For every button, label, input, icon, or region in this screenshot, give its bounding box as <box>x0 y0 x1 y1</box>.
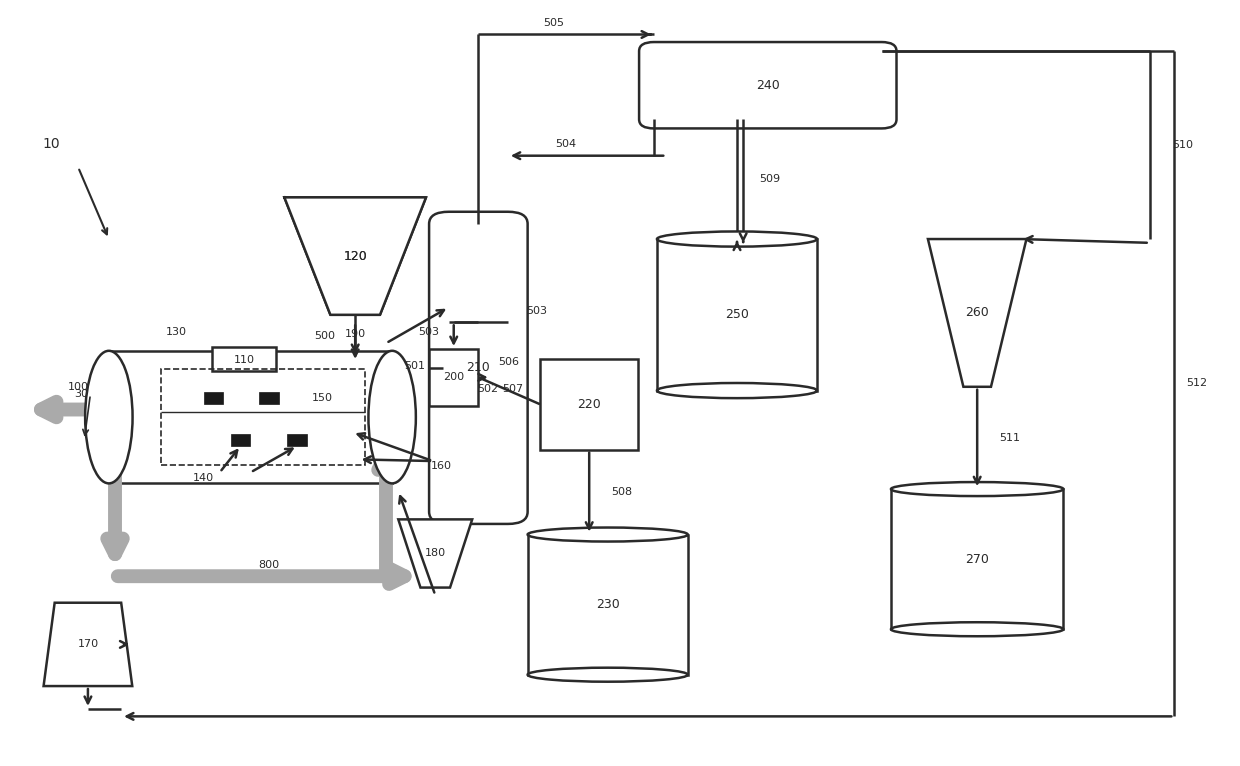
Ellipse shape <box>657 383 817 398</box>
Text: 200: 200 <box>443 372 464 382</box>
Text: 512: 512 <box>1187 378 1208 388</box>
Ellipse shape <box>892 622 1064 637</box>
Bar <box>203 392 223 404</box>
Text: 503: 503 <box>419 327 440 337</box>
Text: 511: 511 <box>999 433 1021 443</box>
Ellipse shape <box>657 231 817 247</box>
Ellipse shape <box>892 482 1064 496</box>
Text: 210: 210 <box>466 362 490 375</box>
Bar <box>288 434 308 446</box>
Text: 100: 100 <box>67 381 88 391</box>
Text: 501: 501 <box>404 361 425 371</box>
Text: 509: 509 <box>759 174 780 184</box>
Text: 190: 190 <box>345 329 366 339</box>
Text: 508: 508 <box>611 487 632 497</box>
Text: 120: 120 <box>343 250 367 263</box>
Polygon shape <box>43 603 133 686</box>
Text: 250: 250 <box>725 308 749 321</box>
Text: 270: 270 <box>965 552 990 565</box>
Ellipse shape <box>528 528 688 542</box>
Ellipse shape <box>368 351 415 483</box>
Text: 160: 160 <box>432 461 451 471</box>
Bar <box>109 351 392 483</box>
Bar <box>528 535 688 675</box>
Text: 110: 110 <box>234 355 255 365</box>
Text: 150: 150 <box>312 393 334 403</box>
Polygon shape <box>398 519 472 588</box>
Text: 220: 220 <box>578 398 601 411</box>
Text: 503: 503 <box>527 306 547 316</box>
Text: 510: 510 <box>1172 140 1193 150</box>
Text: 170: 170 <box>77 640 98 650</box>
Text: 504: 504 <box>556 139 577 149</box>
Text: 506: 506 <box>498 357 520 367</box>
Bar <box>212 347 277 372</box>
Text: 180: 180 <box>424 548 446 558</box>
Text: 230: 230 <box>595 598 620 611</box>
Text: 260: 260 <box>965 306 990 319</box>
FancyBboxPatch shape <box>429 211 528 524</box>
Bar <box>231 434 250 446</box>
Text: 140: 140 <box>193 473 215 483</box>
Text: 130: 130 <box>166 327 187 337</box>
Bar <box>657 239 817 391</box>
Text: 300: 300 <box>73 389 94 399</box>
Bar <box>892 489 1064 629</box>
Polygon shape <box>928 239 1027 387</box>
Text: 120: 120 <box>343 250 367 263</box>
FancyBboxPatch shape <box>639 42 897 129</box>
Text: 502: 502 <box>477 384 498 394</box>
Text: 800: 800 <box>258 560 279 570</box>
Text: 240: 240 <box>756 79 780 92</box>
Text: 500: 500 <box>314 331 335 341</box>
Text: 505: 505 <box>543 18 564 28</box>
Ellipse shape <box>528 668 688 682</box>
Bar <box>259 392 279 404</box>
Polygon shape <box>284 198 427 315</box>
Text: 507: 507 <box>502 384 523 394</box>
Bar <box>539 358 639 450</box>
Bar <box>161 368 365 466</box>
Bar <box>429 349 479 406</box>
Text: 10: 10 <box>42 137 60 152</box>
Ellipse shape <box>86 351 133 483</box>
